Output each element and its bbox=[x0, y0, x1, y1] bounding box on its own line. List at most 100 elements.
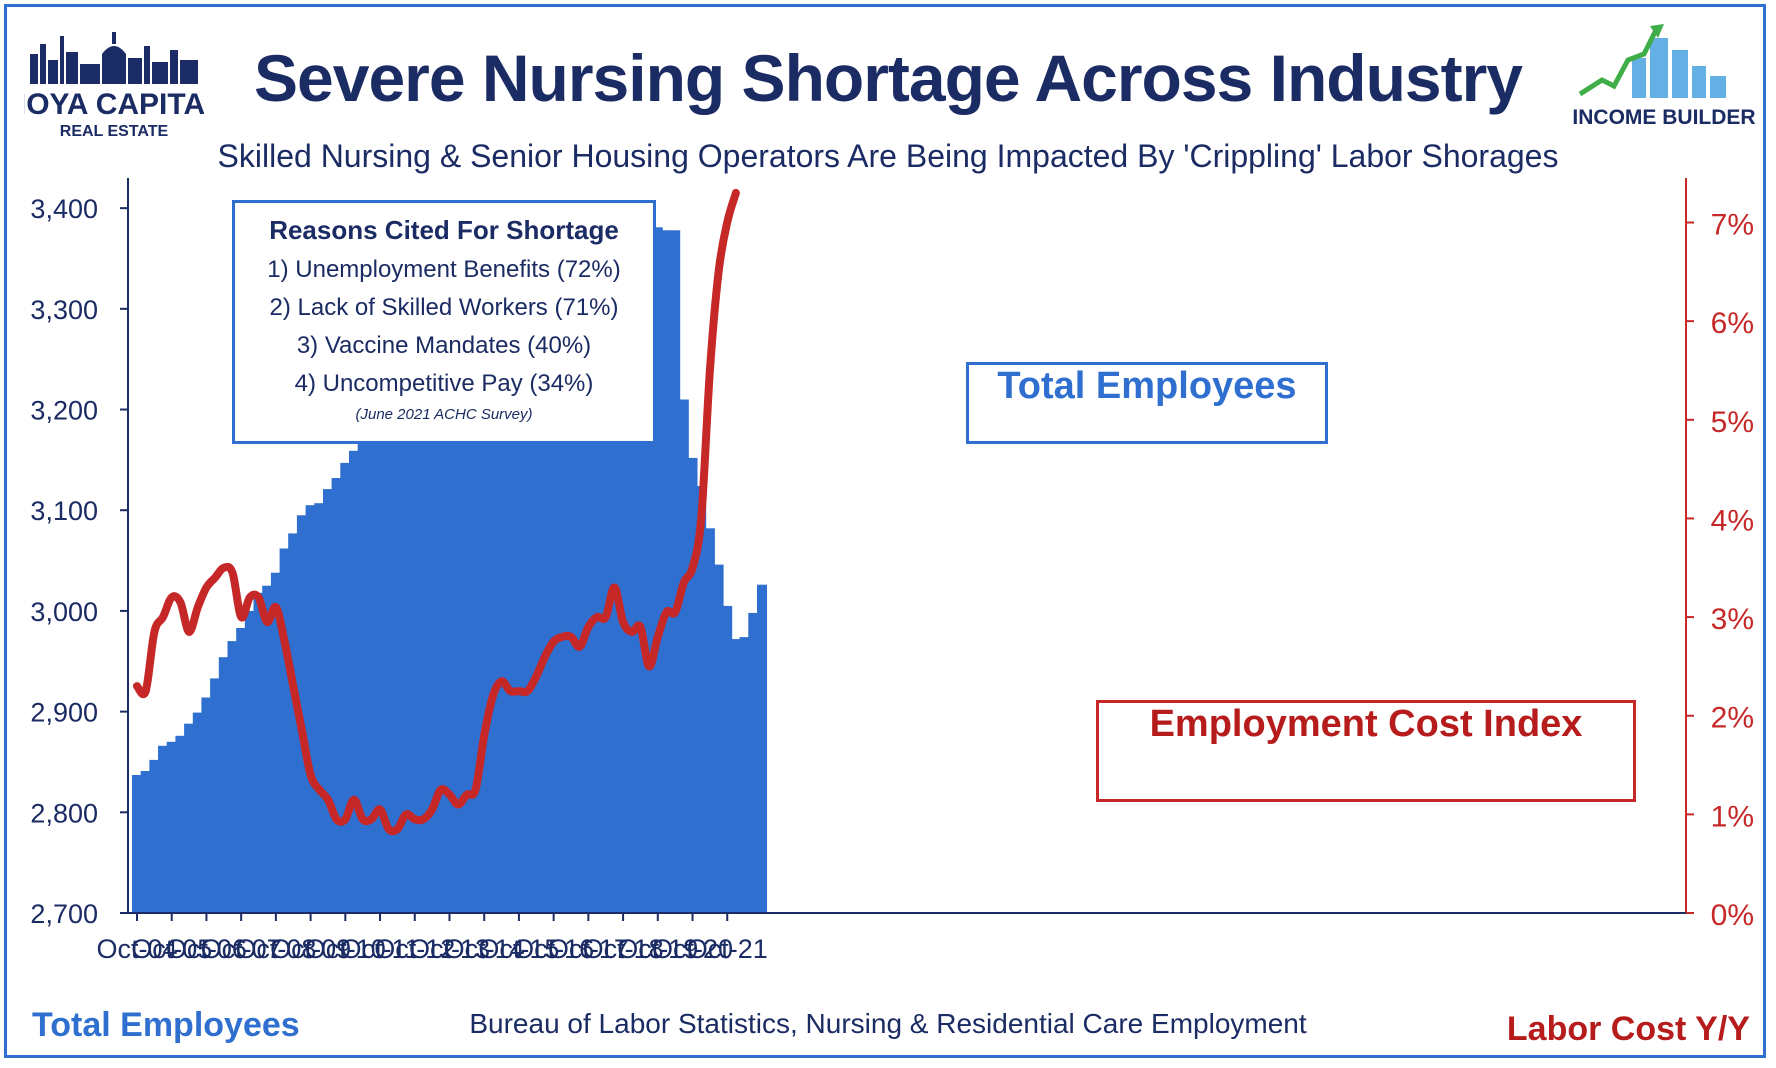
bars-layer bbox=[132, 227, 767, 914]
employee-bar bbox=[288, 533, 299, 913]
x-axis-tick-label: Oct-18 bbox=[583, 934, 664, 964]
employee-bar bbox=[444, 366, 455, 913]
employee-bar bbox=[383, 425, 394, 913]
left-axis-tick-label: 2,900 bbox=[30, 698, 98, 728]
employee-bar bbox=[713, 564, 724, 913]
employee-bar bbox=[609, 251, 620, 913]
reason-item: 4) Uncompetitive Pay (34%) bbox=[294, 370, 594, 397]
reasons-box: Reasons Cited For Shortage 1) Unemployme… bbox=[232, 200, 656, 444]
employee-bar bbox=[626, 246, 637, 913]
x-axis-tick-label: Oct-11 bbox=[341, 934, 420, 964]
employee-bar bbox=[531, 292, 542, 913]
employee-bar bbox=[522, 302, 533, 913]
employee-bar bbox=[427, 381, 438, 913]
employee-bar bbox=[331, 478, 342, 913]
right-axis-tick-label: 4% bbox=[1711, 504, 1754, 537]
logo-right-line1: INCOME BUILDER bbox=[1572, 106, 1755, 129]
employee-bar bbox=[748, 612, 759, 913]
employee-bar bbox=[279, 548, 290, 913]
left-axis-tick-label: 3,100 bbox=[30, 496, 98, 526]
employee-bar bbox=[670, 230, 681, 914]
right-axis-tick-label: 0% bbox=[1711, 899, 1754, 932]
employee-bar bbox=[166, 741, 177, 913]
employee-bar bbox=[453, 358, 464, 913]
left-axis-tick-label: 3,300 bbox=[30, 295, 98, 325]
employee-bar bbox=[201, 697, 212, 913]
employee-bar bbox=[262, 585, 273, 913]
employee-bar bbox=[652, 227, 663, 914]
employee-bar bbox=[722, 605, 733, 913]
employee-bar bbox=[236, 628, 247, 913]
x-axis-tick-label: Oct-10 bbox=[305, 934, 386, 964]
right-axis-tick-label: 7% bbox=[1711, 209, 1754, 242]
left-axis-tick-label: 3,400 bbox=[30, 194, 98, 224]
employee-bar bbox=[635, 239, 646, 913]
employee-bar bbox=[644, 231, 655, 914]
employee-bar bbox=[513, 304, 524, 913]
footer-source: Bureau of Labor Statistics, Nursing & Re… bbox=[469, 1008, 1307, 1039]
x-axis-tick-label: Oct-16 bbox=[513, 934, 594, 964]
employee-bar bbox=[479, 338, 490, 913]
reasons-title: Reasons Cited For Shortage bbox=[269, 215, 619, 245]
x-axis-tick-label: Oct-13 bbox=[409, 934, 490, 964]
left-axis-tick-label: 2,700 bbox=[30, 899, 98, 929]
employee-bar bbox=[192, 712, 203, 913]
logo-left-line1: HOYA CAPITAL bbox=[24, 88, 204, 121]
employee-bar bbox=[566, 258, 576, 913]
employee-bar bbox=[548, 274, 559, 914]
x-axis-tick-label: Oct-14 bbox=[444, 934, 525, 964]
x-axis-tick-label: Oct-17 bbox=[548, 934, 629, 964]
reason-item: 2) Lack of Skilled Workers (71%) bbox=[269, 294, 619, 321]
employee-bar bbox=[375, 433, 385, 913]
employee-bar bbox=[366, 431, 377, 913]
employee-bar bbox=[592, 252, 602, 913]
footer-right-axis-title: Labor Cost Y/Y bbox=[1506, 1010, 1750, 1048]
employee-bar bbox=[739, 637, 750, 913]
right-axis-tick-label: 6% bbox=[1711, 307, 1754, 340]
chart-title: Severe Nursing Shortage Across Industry bbox=[254, 41, 1523, 115]
employee-bar bbox=[696, 486, 707, 913]
employee-bar bbox=[540, 280, 550, 914]
employee-bar bbox=[618, 251, 629, 913]
employee-bar bbox=[140, 771, 151, 913]
x-axis-tick-label: Oct-15 bbox=[478, 934, 559, 964]
employee-bar bbox=[357, 441, 368, 914]
footer-left-axis-title: Total Employees bbox=[32, 1006, 300, 1044]
chart-frame bbox=[4, 4, 1766, 1058]
employee-bar bbox=[270, 572, 281, 913]
x-axis-tick-label: Oct-20 bbox=[652, 934, 733, 964]
left-axis-tick-label: 3,200 bbox=[30, 396, 98, 426]
logo-left-line2: REAL ESTATE bbox=[60, 123, 169, 140]
employee-bar bbox=[218, 657, 229, 913]
employee-bar bbox=[132, 775, 142, 913]
employee-bar bbox=[757, 584, 767, 913]
employee-bar bbox=[418, 392, 429, 913]
employee-bar bbox=[470, 349, 481, 914]
x-axis-tick-label: Oct-12 bbox=[374, 934, 455, 964]
employee-bar bbox=[184, 723, 195, 913]
right-axis: 0% 1% 2% 3% 4% 5% 6% 7% bbox=[1685, 178, 1754, 932]
x-axis-tick-label: Oct-08 bbox=[235, 934, 316, 964]
x-axis-tick-label: Oct-19 bbox=[617, 934, 698, 964]
x-axis-tick-label: Oct-21 bbox=[687, 934, 768, 964]
total-employees-label: Total Employees bbox=[966, 362, 1328, 444]
x-axis-tick-label: Oct-05 bbox=[131, 934, 212, 964]
employee-bar bbox=[392, 415, 403, 913]
right-axis-tick-label: 5% bbox=[1711, 406, 1754, 439]
employee-bar bbox=[730, 639, 741, 913]
employee-bar bbox=[149, 759, 160, 913]
employee-bar bbox=[678, 399, 689, 913]
employee-bar bbox=[340, 462, 351, 913]
right-axis-tick-label: 3% bbox=[1711, 603, 1754, 636]
x-axis-tick-label: Oct-07 bbox=[201, 934, 282, 964]
line-layer bbox=[133, 188, 740, 836]
employee-bar bbox=[305, 505, 316, 913]
employee-bar bbox=[704, 528, 715, 913]
x-axis-tick-label: Oct-06 bbox=[166, 934, 247, 964]
employee-bar bbox=[687, 457, 698, 913]
eci-line bbox=[133, 188, 740, 836]
employee-bar bbox=[401, 408, 412, 913]
employee-bar bbox=[349, 450, 359, 913]
employee-bar bbox=[323, 489, 333, 913]
